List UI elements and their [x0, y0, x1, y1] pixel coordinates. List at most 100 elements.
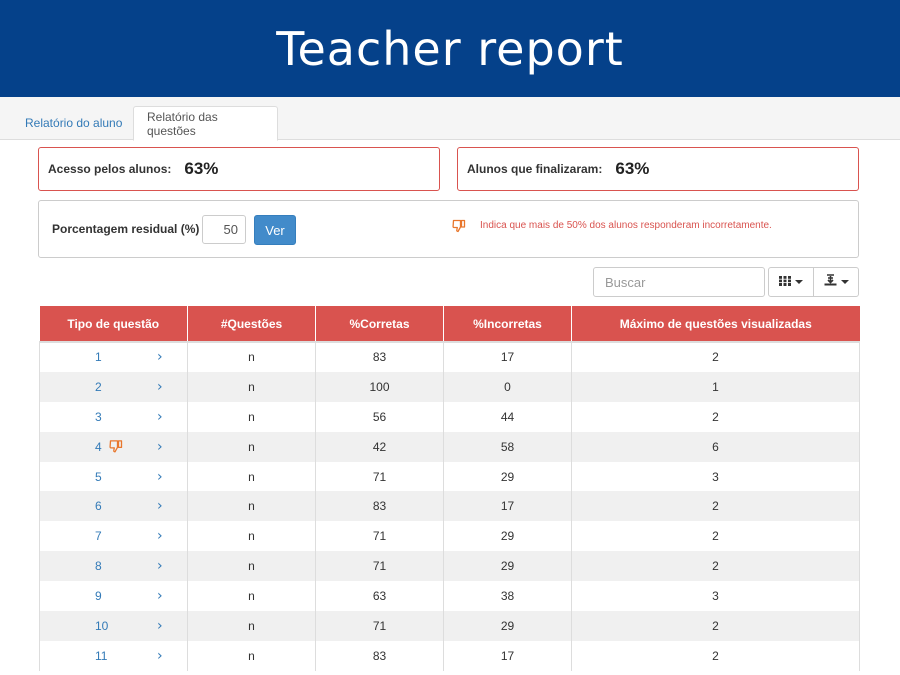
tab-student-report[interactable]: Relatório do aluno: [25, 116, 123, 130]
max-viewed-cell: 2: [571, 341, 860, 372]
incorrect-percent-cell: 58: [443, 431, 572, 462]
table-row: 7 › n 71 29 2: [39, 521, 860, 552]
question-count-cell: n: [187, 461, 316, 492]
column-header-incorrect[interactable]: %Incorretas: [443, 306, 572, 342]
table-row: 3 › n 56 44 2: [39, 401, 860, 432]
question-link[interactable]: 1: [95, 350, 102, 365]
question-count-cell: n: [187, 401, 316, 432]
page-title: Teacher report: [276, 21, 624, 76]
thumbs-down-icon: [452, 219, 466, 238]
correct-percent-cell: 83: [315, 640, 444, 671]
access-value: 63%: [184, 159, 219, 178]
questions-table: Tipo de questão #Questões %Corretas %Inc…: [39, 306, 860, 671]
question-link[interactable]: 6: [95, 499, 102, 514]
question-type-cell: 1 ›: [39, 341, 188, 372]
chevron-right-icon[interactable]: ›: [157, 498, 163, 515]
chevron-right-icon[interactable]: ›: [157, 647, 163, 664]
chevron-right-icon[interactable]: ›: [157, 408, 163, 425]
correct-percent-cell: 83: [315, 341, 444, 372]
question-link[interactable]: 2: [95, 379, 102, 394]
access-stat-box: Acesso pelos alunos: 63%: [38, 147, 440, 191]
chevron-right-icon[interactable]: ›: [157, 558, 163, 575]
table-row: 8 › n 71 29 2: [39, 551, 860, 582]
export-icon: [824, 273, 837, 291]
tab-questions-report[interactable]: Relatório das questões: [133, 106, 278, 141]
question-link[interactable]: 10: [95, 618, 109, 633]
table-row: 6 › n 83 17 2: [39, 491, 860, 522]
tab-bar: Relatório do aluno Relatório das questõe…: [0, 97, 900, 141]
correct-percent-cell: 56: [315, 401, 444, 432]
access-label: Acesso pelos alunos:: [48, 162, 172, 176]
max-viewed-cell: 2: [571, 491, 860, 522]
residual-filter-panel: Porcentagem residual (%) Ver Indica que …: [38, 200, 859, 258]
table-row: 1 › n 83 17 2: [39, 341, 860, 372]
question-link[interactable]: 7: [95, 529, 102, 544]
incorrect-percent-cell: 17: [443, 341, 572, 372]
question-count-cell: n: [187, 491, 316, 522]
finished-value: 63%: [615, 159, 650, 178]
finished-label: Alunos que finalizaram:: [467, 162, 603, 176]
correct-percent-cell: 71: [315, 611, 444, 641]
chevron-right-icon[interactable]: ›: [157, 468, 163, 485]
column-header-correct[interactable]: %Corretas: [315, 306, 444, 342]
table-row: 4 › n 42 58 6: [39, 431, 860, 462]
column-header-count[interactable]: #Questões: [187, 306, 316, 342]
question-link[interactable]: 11: [95, 648, 108, 663]
chevron-right-icon[interactable]: ›: [157, 528, 163, 545]
table-row: 11 › n 83 17 2: [39, 640, 860, 671]
question-link[interactable]: 4: [95, 439, 102, 454]
question-link[interactable]: 9: [95, 589, 102, 604]
question-type-cell: 4 ›: [39, 431, 188, 462]
chevron-right-icon[interactable]: ›: [157, 349, 163, 366]
chevron-right-icon[interactable]: ›: [157, 378, 163, 395]
question-type-cell: 8 ›: [39, 551, 188, 582]
question-count-cell: n: [187, 611, 316, 641]
table-row: 5 › n 71 29 3: [39, 461, 860, 492]
question-link[interactable]: 3: [95, 409, 102, 424]
incorrect-percent-cell: 17: [443, 640, 572, 671]
view-button[interactable]: Ver: [254, 215, 296, 245]
questions-table-wrapper: Tipo de questão #Questões %Corretas %Inc…: [39, 306, 860, 671]
incorrect-percent-cell: 29: [443, 611, 572, 641]
chevron-right-icon[interactable]: ›: [157, 438, 163, 455]
incorrect-percent-cell: 44: [443, 401, 572, 432]
incorrect-percent-cell: 38: [443, 581, 572, 612]
question-count-cell: n: [187, 341, 316, 372]
columns-toggle-button[interactable]: [768, 267, 814, 297]
legend-text: Indica que mais de 50% dos alunos respon…: [480, 220, 772, 231]
max-viewed-cell: 2: [571, 640, 860, 671]
question-type-cell: 10 ›: [39, 611, 188, 641]
question-count-cell: n: [187, 551, 316, 582]
incorrect-percent-cell: 29: [443, 551, 572, 582]
question-type-cell: 5 ›: [39, 461, 188, 492]
question-type-cell: 9 ›: [39, 581, 188, 612]
chevron-down-icon: [840, 280, 849, 284]
chevron-right-icon[interactable]: ›: [157, 617, 163, 634]
incorrect-percent-cell: 29: [443, 521, 572, 552]
column-header-type[interactable]: Tipo de questão: [39, 306, 188, 342]
max-viewed-cell: 6: [571, 431, 860, 462]
search-input[interactable]: Buscar: [593, 267, 765, 297]
incorrect-percent-cell: 17: [443, 491, 572, 522]
question-count-cell: n: [187, 371, 316, 402]
question-link[interactable]: 5: [95, 469, 102, 484]
question-link[interactable]: 8: [95, 559, 102, 574]
correct-percent-cell: 100: [315, 371, 444, 402]
correct-percent-cell: 71: [315, 551, 444, 582]
max-viewed-cell: 2: [571, 521, 860, 552]
correct-percent-cell: 42: [315, 431, 444, 462]
column-header-max-viewed[interactable]: Máximo de questões visualizadas: [571, 306, 860, 342]
export-button[interactable]: [813, 267, 859, 297]
residual-input[interactable]: [202, 215, 246, 244]
correct-percent-cell: 71: [315, 521, 444, 552]
chevron-right-icon[interactable]: ›: [157, 588, 163, 605]
max-viewed-cell: 2: [571, 551, 860, 582]
max-viewed-cell: 2: [571, 401, 860, 432]
correct-percent-cell: 83: [315, 491, 444, 522]
max-viewed-cell: 3: [571, 461, 860, 492]
header-banner: Teacher report: [0, 0, 900, 97]
question-count-cell: n: [187, 640, 316, 671]
table-row: 2 › n 100 0 1: [39, 371, 860, 402]
max-viewed-cell: 2: [571, 611, 860, 641]
residual-label: Porcentagem residual (%): [52, 222, 200, 236]
